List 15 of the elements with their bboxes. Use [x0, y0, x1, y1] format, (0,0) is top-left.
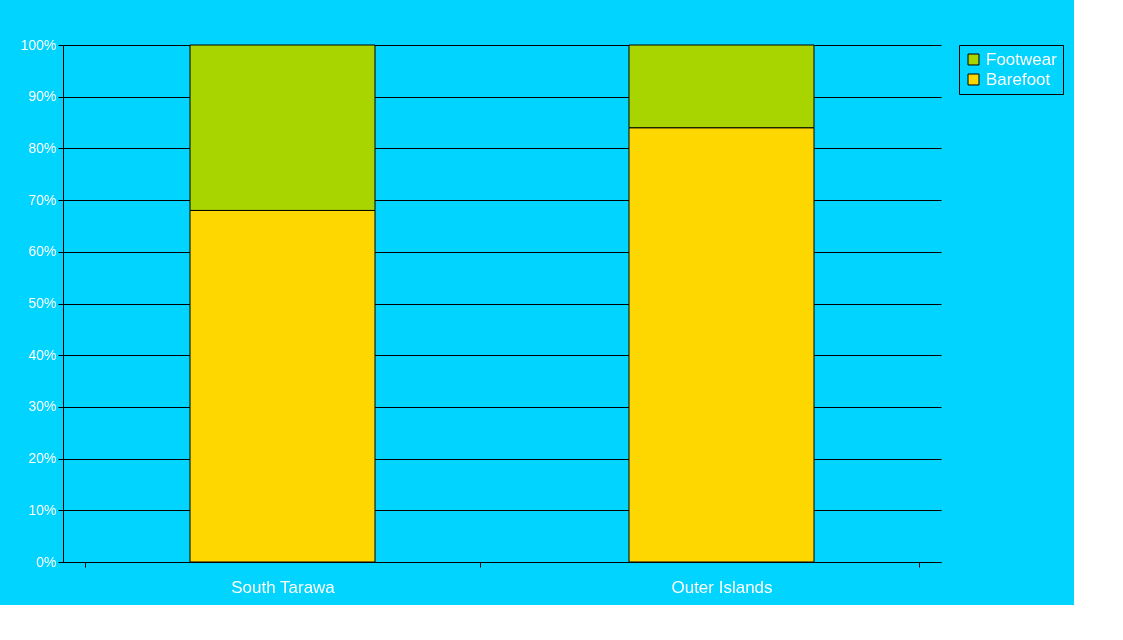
y-tick-label: 30%: [28, 398, 57, 415]
y-tick-label: 0%: [36, 553, 57, 570]
y-tick-label: 20%: [28, 450, 57, 467]
y-tick-label: 70%: [28, 191, 57, 208]
y-tick-label: 100%: [20, 36, 57, 53]
y-tick-label: 50%: [28, 295, 57, 311]
legend-label: Footwear: [986, 49, 1058, 69]
x-tick-label: South Tarawa: [231, 577, 336, 597]
y-tick-label: 10%: [28, 501, 57, 518]
y-tick-label: 80%: [28, 139, 57, 156]
y-tick-label: 90%: [28, 88, 57, 105]
y-tick-label: 60%: [28, 243, 57, 260]
y-tick-label: 40%: [28, 346, 57, 363]
x-tick-label: Outer Islands: [671, 577, 773, 597]
legend-label: Barefoot: [986, 69, 1051, 89]
